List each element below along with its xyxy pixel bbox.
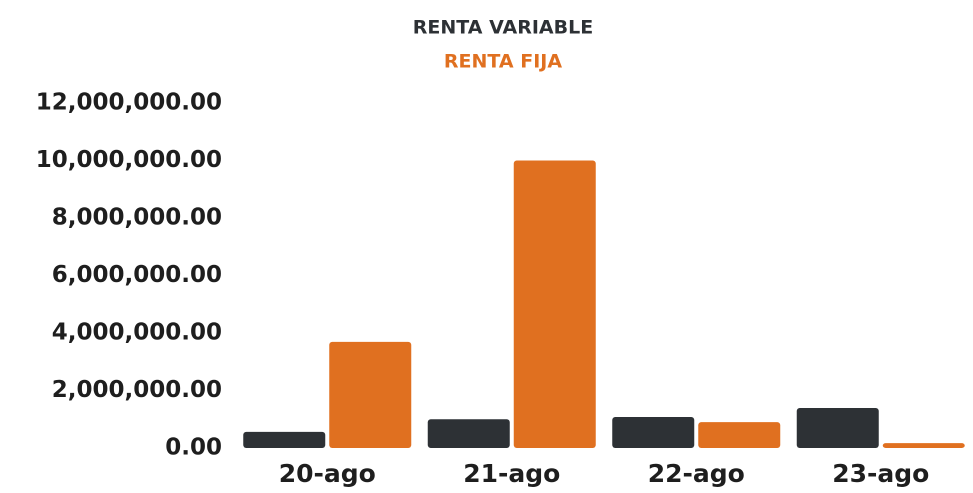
bar — [513, 160, 596, 448]
y-tick-label: 0.00 — [165, 435, 222, 461]
bar — [882, 443, 965, 448]
bar — [796, 408, 879, 448]
y-tick-label: 4,000,000.00 — [52, 320, 222, 346]
y-tick-label: 10,000,000.00 — [36, 147, 222, 173]
x-tick-label: 20-ago — [279, 459, 376, 488]
y-tick-label: 12,000,000.00 — [36, 90, 222, 116]
bar — [427, 419, 510, 448]
x-tick-label: 23-ago — [832, 459, 929, 488]
y-tick-label: 8,000,000.00 — [52, 205, 222, 231]
x-tick-label: 21-ago — [463, 459, 560, 488]
legend-entry: RENTA VARIABLE — [413, 17, 593, 39]
bar — [612, 416, 695, 448]
y-tick-label: 6,000,000.00 — [52, 262, 222, 288]
x-tick-label: 22-ago — [648, 459, 745, 488]
bar — [329, 341, 412, 448]
y-tick-label: 2,000,000.00 — [52, 377, 222, 403]
legend-entry: RENTA FIJA — [444, 51, 562, 73]
bar — [243, 431, 326, 448]
bar — [698, 422, 781, 448]
